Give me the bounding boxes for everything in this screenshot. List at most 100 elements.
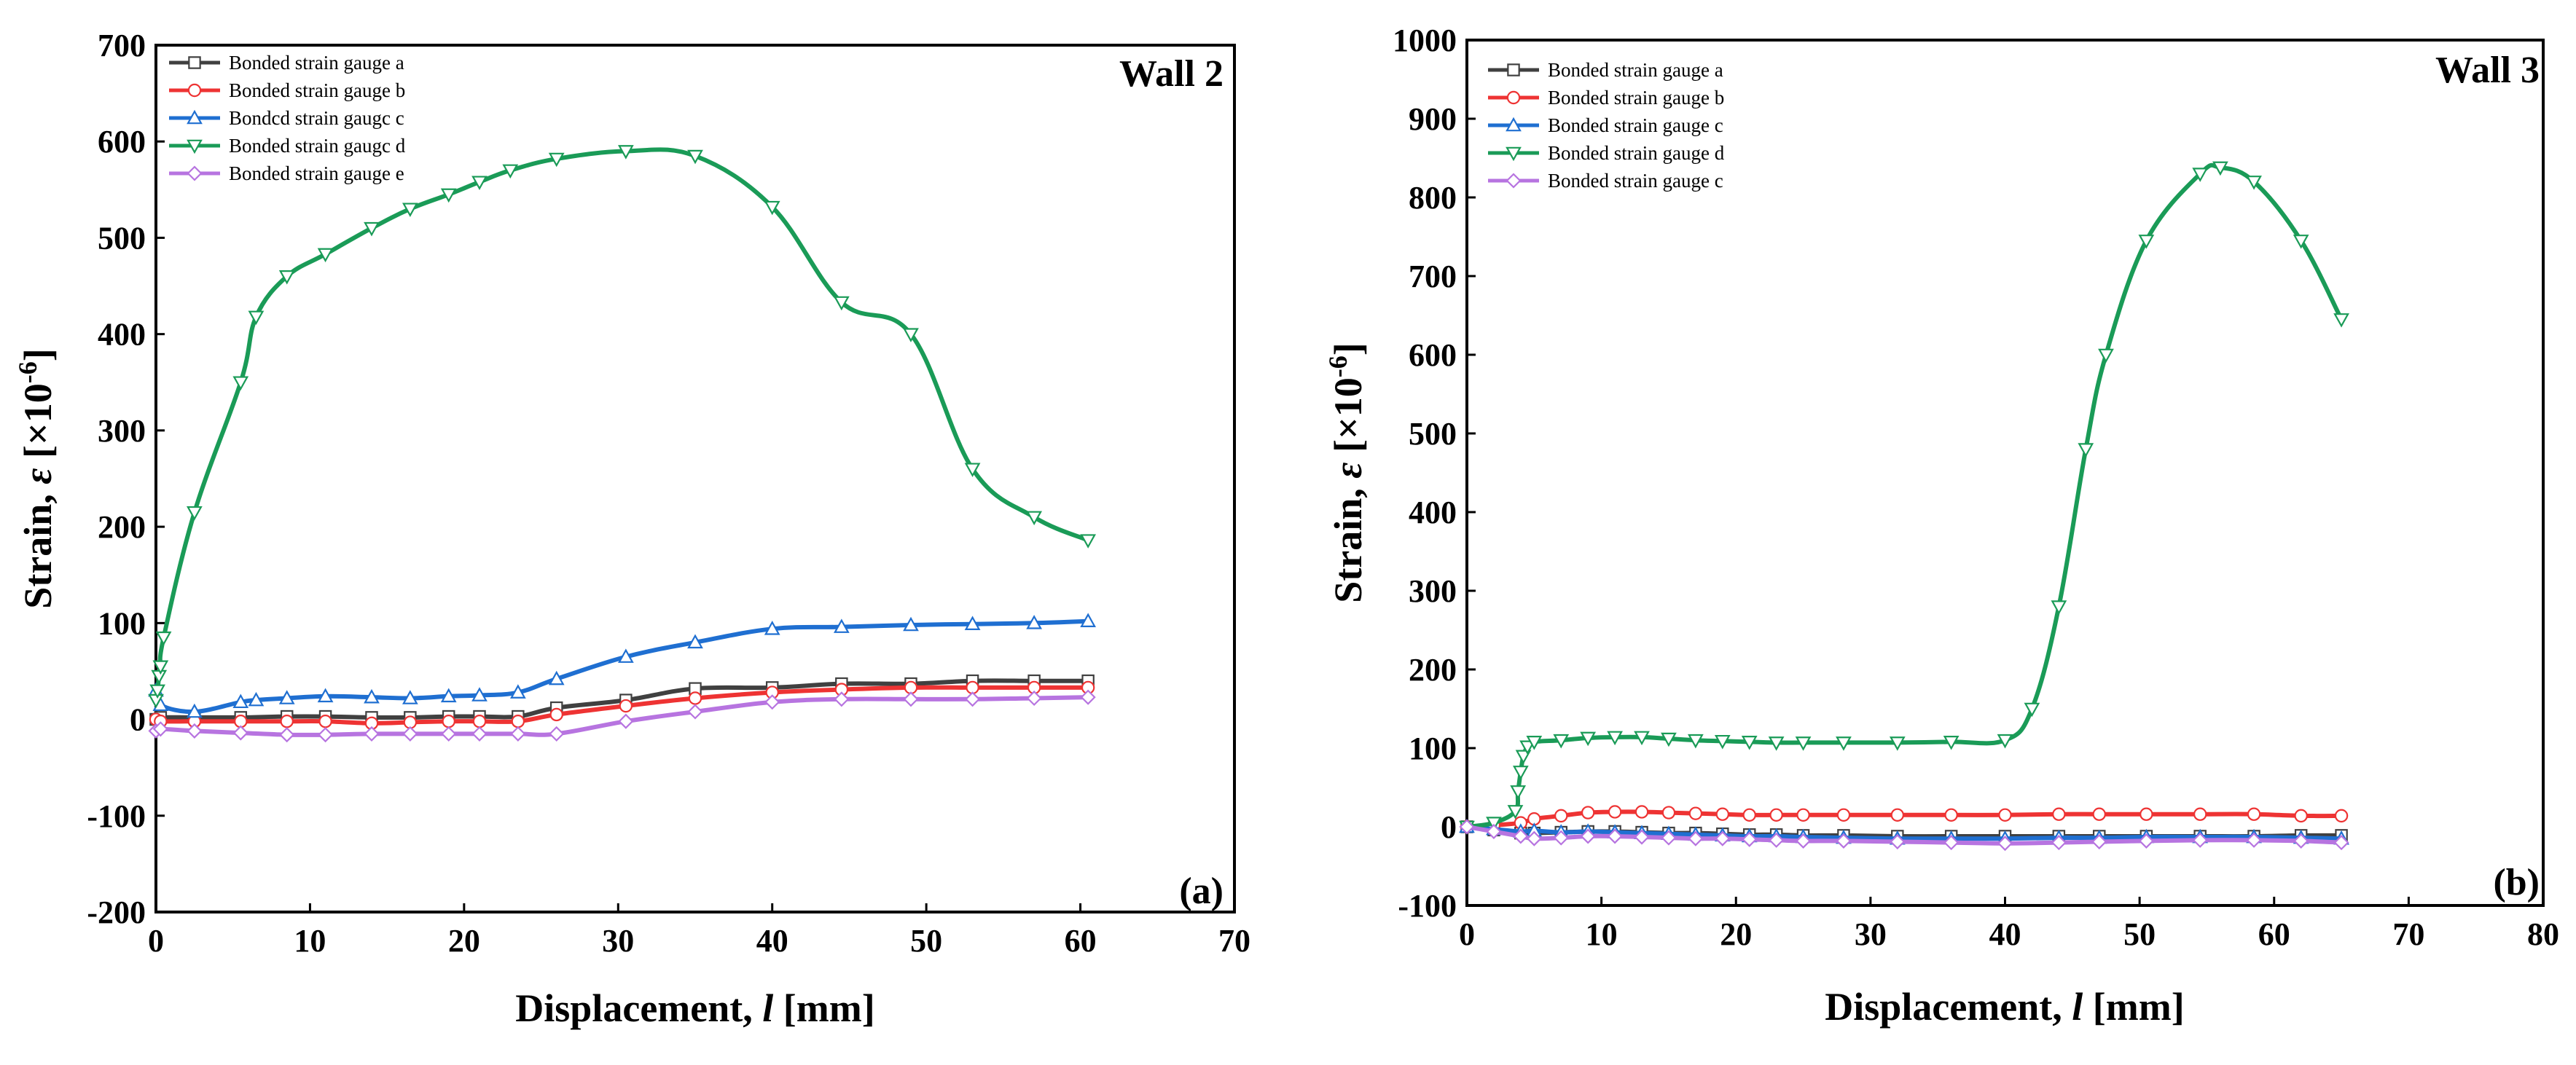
- data-point: [471, 687, 488, 702]
- panel-label: (a): [1179, 871, 1224, 912]
- x-tick-label: 80: [2527, 916, 2559, 952]
- data-point: [1742, 831, 1758, 847]
- data-point: [1890, 808, 1904, 822]
- x-tick-label: 40: [1989, 916, 2021, 952]
- data-point: [248, 691, 265, 707]
- data-point: [2052, 807, 2066, 821]
- data-point: [903, 328, 919, 342]
- data-point: [471, 176, 488, 191]
- data-point: [402, 690, 418, 704]
- data-point: [2333, 835, 2349, 851]
- data-point: [2091, 833, 2107, 850]
- data-point: [440, 688, 457, 703]
- x-tick-label: 50: [910, 923, 942, 959]
- data-point: [317, 688, 334, 703]
- data-point: [509, 684, 526, 699]
- data-point: [278, 270, 295, 285]
- x-tick-label: 70: [1218, 923, 1250, 959]
- data-point: [1634, 829, 1650, 845]
- data-point: [2024, 702, 2040, 718]
- y-tick-label: 600: [98, 124, 146, 160]
- data-point: [471, 726, 488, 742]
- data-point: [833, 618, 850, 633]
- data-point: [764, 621, 780, 635]
- data-point: [687, 149, 703, 165]
- data-point: [317, 248, 334, 263]
- data-point: [1836, 833, 1852, 849]
- legend-label: Bonded strain gauge a: [1548, 59, 1723, 81]
- data-point: [442, 715, 455, 728]
- data-point: [1943, 835, 1960, 851]
- data-point: [364, 221, 380, 237]
- x-axis-title: Displacement, l [mm]: [1825, 985, 2184, 1029]
- y-tick-label: 1000: [1393, 23, 1457, 58]
- data-point: [248, 310, 265, 326]
- data-point: [2246, 832, 2262, 848]
- data-point: [1836, 736, 1852, 751]
- legend-label: Bonded strain gaugc d: [229, 135, 406, 157]
- legend-marker: [187, 165, 203, 181]
- data-point: [1580, 731, 1597, 747]
- data-point: [1769, 832, 1785, 848]
- data-point: [1607, 828, 1623, 844]
- data-point: [548, 152, 565, 168]
- y-axis-title: Strain, ε [×10-6]: [13, 348, 60, 608]
- data-point: [278, 690, 295, 704]
- y-tick-label: 200: [98, 509, 146, 545]
- y-tick-label: 600: [1409, 337, 1457, 373]
- data-point: [964, 463, 981, 478]
- data-point: [232, 376, 249, 391]
- data-point: [1080, 689, 1096, 705]
- y-tick-label: 900: [1409, 101, 1457, 137]
- data-point: [187, 723, 203, 739]
- panel-title: Wall 3: [2435, 50, 2540, 91]
- data-point: [1943, 736, 1960, 750]
- data-point: [1714, 734, 1731, 750]
- legend-label: Bonded strain gauge b: [229, 79, 405, 101]
- data-point: [1026, 615, 1043, 629]
- y-tick-label: 0: [1441, 809, 1457, 845]
- data-point: [1607, 731, 1623, 746]
- legend-marker: [187, 139, 203, 154]
- y-tick-label: 100: [98, 605, 146, 641]
- data-point: [511, 715, 525, 728]
- data-point: [318, 715, 332, 728]
- data-point: [1026, 690, 1042, 707]
- data-point: [1768, 736, 1785, 751]
- data-point: [1580, 828, 1596, 844]
- legend-marker: [1506, 90, 1521, 105]
- y-tick-label: -100: [1398, 888, 1457, 924]
- data-point: [2247, 807, 2261, 821]
- data-point: [1687, 734, 1704, 749]
- data-point: [1997, 836, 2013, 852]
- legend-marker: [188, 56, 201, 69]
- data-point: [152, 721, 168, 737]
- data-point: [1688, 806, 1703, 820]
- data-point: [1080, 534, 1097, 549]
- data-point: [964, 616, 981, 630]
- data-point: [2212, 161, 2228, 176]
- data-point: [764, 694, 780, 710]
- data-point: [1553, 734, 1570, 749]
- legend-label: Bonded strain gauge c: [1548, 170, 1723, 192]
- x-tick-label: 50: [2123, 916, 2156, 952]
- y-tick-label: 400: [1409, 495, 1457, 530]
- plot-frame: [1465, 39, 2545, 907]
- data-point: [1513, 828, 1529, 844]
- data-point: [618, 713, 634, 729]
- data-point: [1519, 740, 1535, 755]
- data-point: [1661, 732, 1677, 747]
- data-point: [1742, 808, 1756, 822]
- data-point: [364, 688, 380, 704]
- y-tick-label: 700: [1409, 259, 1457, 294]
- data-point: [2192, 832, 2208, 848]
- data-point: [764, 200, 780, 216]
- legend-label: Bonded strain gauge c: [1548, 114, 1723, 136]
- x-tick-label: 20: [1720, 916, 1752, 952]
- data-point: [1080, 613, 1097, 627]
- data-point: [688, 691, 702, 705]
- data-point: [2051, 600, 2067, 615]
- data-point: [1507, 805, 1524, 820]
- data-point: [1715, 807, 1729, 821]
- data-point: [232, 725, 248, 741]
